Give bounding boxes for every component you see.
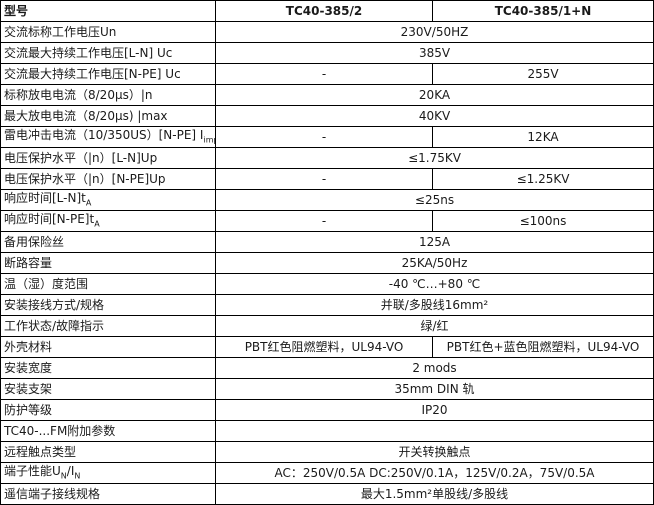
row-value-col-b: 255V xyxy=(432,63,654,85)
row-value-merged: 25KA/50Hz xyxy=(215,252,654,274)
table-row: 电压保护水平（|n）[L-N]Up ≤1.75KV xyxy=(0,147,654,169)
column-header-variant-2: TC40-385/1+N xyxy=(432,0,654,22)
table-row: 电压保护水平（|n）[N-PE]Up - ≤1.25KV xyxy=(0,168,654,190)
table-row: 远程触点类型 开关转换触点 xyxy=(0,441,654,463)
row-value-merged: ≤25ns xyxy=(215,189,654,211)
row-value-col-a: - xyxy=(215,210,433,232)
row-value-col-b: 12KA xyxy=(432,126,654,148)
row-label: 交流标称工作电压Un xyxy=(0,21,216,43)
table-row: 最大放电电流（8/20μs) |max 40KV xyxy=(0,105,654,127)
table-row: 标称放电电流（8/20μs）|n 20KA xyxy=(0,84,654,106)
row-label: 工作状态/故障指示 xyxy=(0,315,216,337)
row-value-merged: 绿/红 xyxy=(215,315,654,337)
row-label: 遥信端子接线规格 xyxy=(0,483,216,505)
row-value-col-b: PBT红色+蓝色阻燃塑料，UL94-VO xyxy=(432,336,654,358)
row-label: 雷电冲击电流（10/350US）[N-PE] Iimp xyxy=(0,126,216,148)
row-label: 交流最大持续工作电压[N-PE] Uc xyxy=(0,63,216,85)
table-row: 雷电冲击电流（10/350US）[N-PE] Iimp-12KA xyxy=(0,126,654,148)
row-label: 温（湿）度范围 xyxy=(0,273,216,295)
row-label: 远程触点类型 xyxy=(0,441,216,463)
row-value-merged: 385V xyxy=(215,42,654,64)
row-value-merged: 20KA xyxy=(215,84,654,106)
table-row: 端子性能UN/IN AC：250V/0.5A DC:250V/0.1A，125V/… xyxy=(0,462,654,484)
table-row: TC40-...FM附加参数 xyxy=(0,420,654,442)
row-label: 安装宽度 xyxy=(0,357,216,379)
row-label: 备用保险丝 xyxy=(0,231,216,253)
table-row: 备用保险丝 125A xyxy=(0,231,654,253)
row-value-merged: AC：250V/0.5A DC:250V/0.1A，125V/0.2A，75V/… xyxy=(215,462,654,484)
row-value-col-a: - xyxy=(215,168,433,190)
row-value-col-a: - xyxy=(215,126,433,148)
row-value-merged: 125A xyxy=(215,231,654,253)
row-value-col-a: PBT红色阻燃塑料，UL94-VO xyxy=(215,336,433,358)
row-value-merged: -40 ℃…+80 ℃ xyxy=(215,273,654,295)
row-label: 防护等级 xyxy=(0,399,216,421)
table-row: 安装接线方式/规格 并联/多股线16mm² xyxy=(0,294,654,316)
row-label: 电压保护水平（|n）[N-PE]Up xyxy=(0,168,216,190)
table-row: 交流最大持续工作电压[N-PE] Uc -255V xyxy=(0,63,654,85)
row-value-merged: 开关转换触点 xyxy=(215,441,654,463)
row-value-col-b: ≤1.25KV xyxy=(432,168,654,190)
row-value-merged: 35mm DIN 轨 xyxy=(215,378,654,400)
table-row: 响应时间[L-N]tA ≤25ns xyxy=(0,189,654,211)
row-label: 安装接线方式/规格 xyxy=(0,294,216,316)
row-value-merged xyxy=(215,420,654,442)
table-row: 工作状态/故障指示 绿/红 xyxy=(0,315,654,337)
table-row: 安装宽度 2 mods xyxy=(0,357,654,379)
row-value-merged: IP20 xyxy=(215,399,654,421)
table-row: 防护等级 IP20 xyxy=(0,399,654,421)
row-label: TC40-...FM附加参数 xyxy=(0,420,216,442)
row-label: 标称放电电流（8/20μs）|n xyxy=(0,84,216,106)
table-row: 安装支架 35mm DIN 轨 xyxy=(0,378,654,400)
column-header-variant-1: TC40-385/2 xyxy=(215,0,433,22)
table-row: 响应时间[N-PE]tA - ≤100ns xyxy=(0,210,654,232)
row-label: 安装支架 xyxy=(0,378,216,400)
row-label: 端子性能UN/IN xyxy=(0,462,216,484)
row-label: 交流最大持续工作电压[L-N] Uc xyxy=(0,42,216,64)
row-value-merged: 230V/50HZ xyxy=(215,21,654,43)
row-label: 电压保护水平（|n）[L-N]Up xyxy=(0,147,216,169)
row-label: 响应时间[L-N]tA xyxy=(0,189,216,211)
row-value-col-a: - xyxy=(215,63,433,85)
table-row: 温（湿）度范围 -40 ℃…+80 ℃ xyxy=(0,273,654,295)
row-label: 最大放电电流（8/20μs) |max xyxy=(0,105,216,127)
row-label: 断路容量 xyxy=(0,252,216,274)
row-label: 外壳材料 xyxy=(0,336,216,358)
table-row: 外壳材料 PBT红色阻燃塑料，UL94-VO PBT红色+蓝色阻燃塑料，UL94-V… xyxy=(0,336,654,358)
row-value-merged: 2 mods xyxy=(215,357,654,379)
row-value-merged: 并联/多股线16mm² xyxy=(215,294,654,316)
table-row: 交流标称工作电压Un 230V/50HZ xyxy=(0,21,654,43)
row-label: 响应时间[N-PE]tA xyxy=(0,210,216,232)
row-value-merged: 40KV xyxy=(215,105,654,127)
table-header-row: 型号 TC40-385/2 TC40-385/1+N xyxy=(0,0,654,22)
table-row: 断路容量 25KA/50Hz xyxy=(0,252,654,274)
row-value-merged: ≤1.75KV xyxy=(215,147,654,169)
row-value-merged: 最大1.5mm²单股线/多股线 xyxy=(215,483,654,505)
table-row: 交流最大持续工作电压[L-N] Uc 385V xyxy=(0,42,654,64)
column-header-model: 型号 xyxy=(0,0,216,22)
row-value-col-b: ≤100ns xyxy=(432,210,654,232)
table-row: 遥信端子接线规格 最大1.5mm²单股线/多股线 xyxy=(0,483,654,505)
